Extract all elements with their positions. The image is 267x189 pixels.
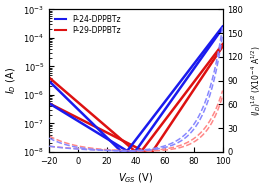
Y-axis label: $I_D$ (A): $I_D$ (A) [4,67,18,94]
Legend: P-24-DPPBTz, P-29-DPPBTz: P-24-DPPBTz, P-29-DPPBTz [53,13,122,36]
Y-axis label: $(I_D)^{1/2}$ (X10$^{-4}$ A$^{1/2}$): $(I_D)^{1/2}$ (X10$^{-4}$ A$^{1/2}$) [249,45,263,116]
X-axis label: $V_{GS}$ (V): $V_{GS}$ (V) [118,171,154,185]
